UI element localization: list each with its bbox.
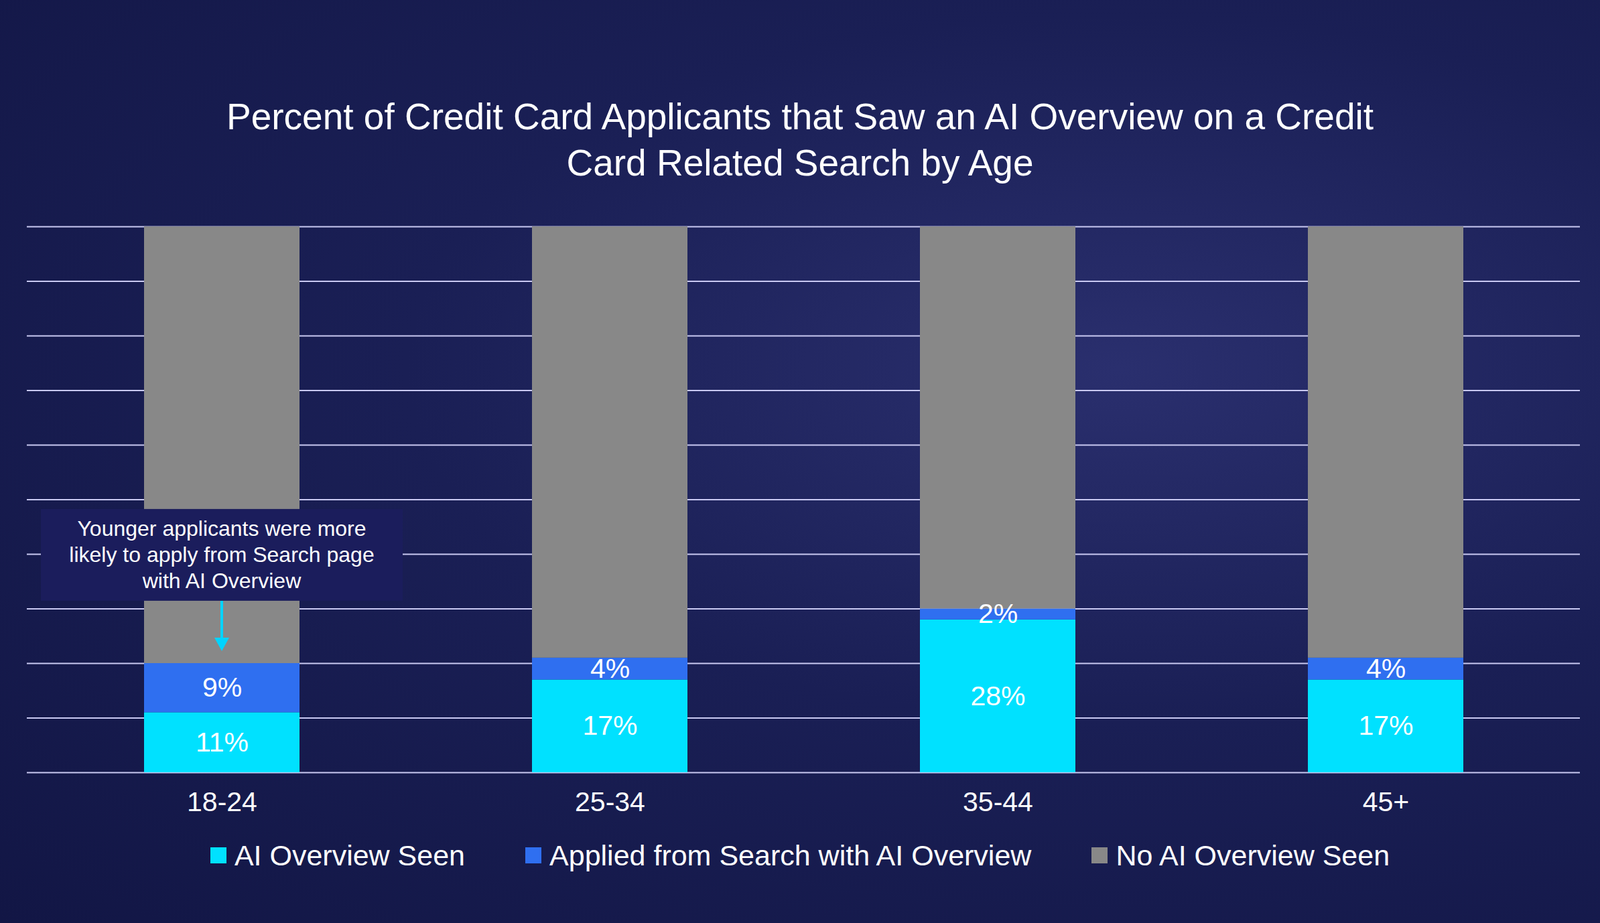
svg-text:18-24: 18-24 [186,785,258,817]
svg-text:17%: 17% [1358,710,1414,742]
html-text:No AI Overview Seen: No AI Overview Seen [1115,839,1390,872]
svg-text:28%: 28% [970,680,1026,711]
svg-text:9%: 9% [202,672,242,703]
svg-text:45+: 45+ [1362,785,1410,817]
svg-text:2%: 2% [978,598,1018,630]
html-text:Percent of Credit Card Applica: Percent of Credit Card Applicants that S… [226,95,1374,184]
html-text:AI Overview Seen: AI Overview Seen [234,839,465,872]
svg-text:17%: 17% [582,710,638,742]
html-text:Applied from Search with AI Ov: Applied from Search with AI Overview [549,839,1032,872]
svg-text:4%: 4% [1366,652,1406,684]
svg-text:11%: 11% [195,726,249,758]
svg-text:25-34: 25-34 [574,785,646,817]
svg-text:4%: 4% [590,652,630,684]
html-text:Younger applicants were more l: Younger applicants were more likely to a… [69,516,375,593]
svg-text:35-44: 35-44 [962,785,1034,817]
